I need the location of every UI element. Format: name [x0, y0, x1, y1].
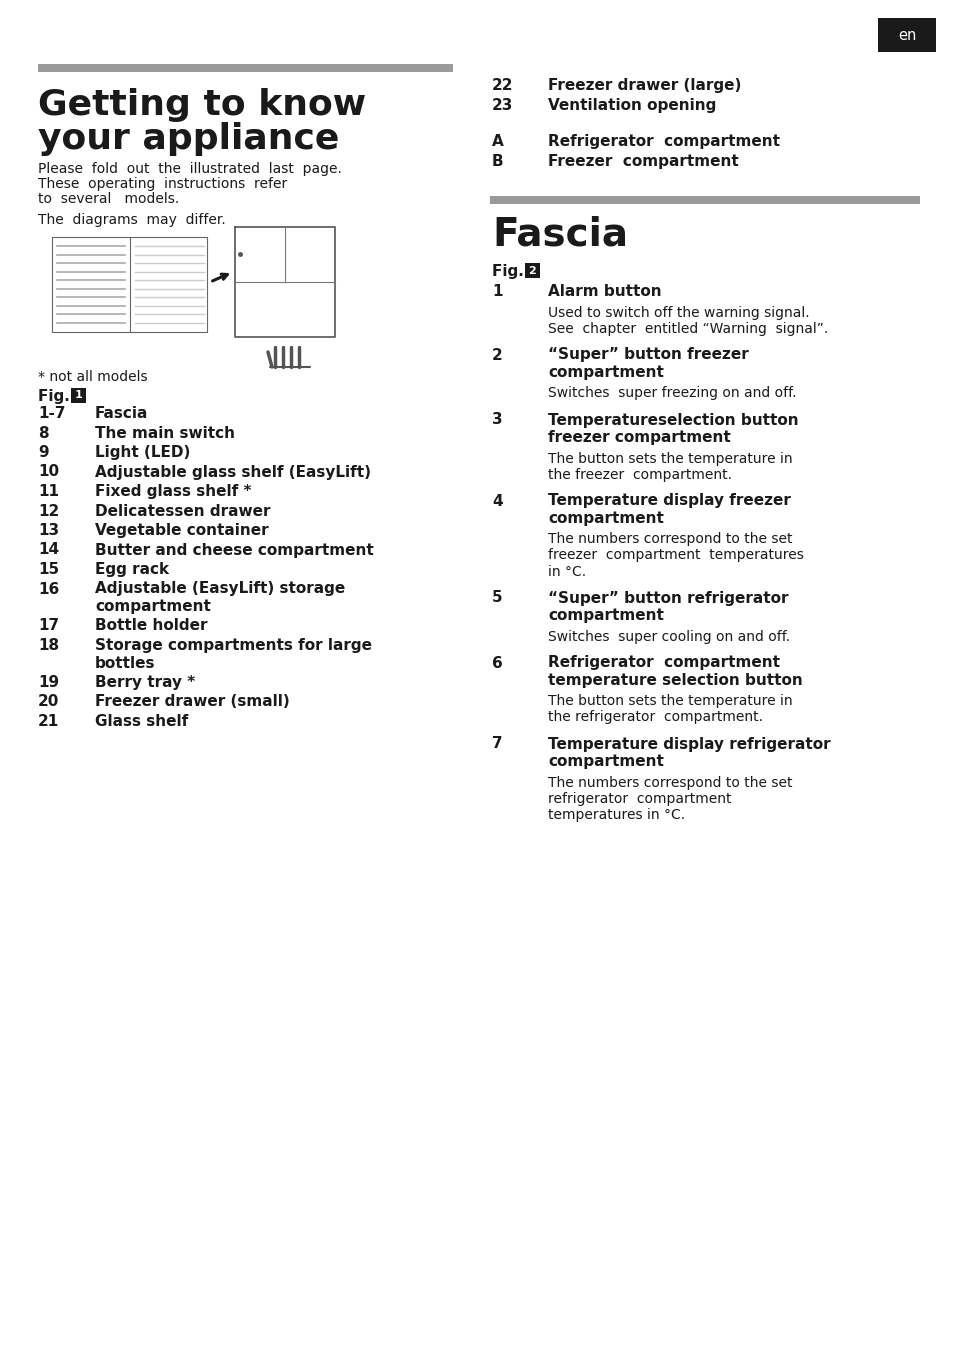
- Text: compartment: compartment: [547, 608, 663, 623]
- Bar: [490, 196, 919, 204]
- Text: Alarm button: Alarm button: [547, 284, 661, 299]
- Text: Refrigerator  compartment: Refrigerator compartment: [547, 656, 780, 671]
- Text: 13: 13: [38, 523, 59, 538]
- Text: 22: 22: [492, 78, 513, 93]
- Text: 3: 3: [492, 412, 502, 427]
- Text: Temperature display refrigerator: Temperature display refrigerator: [547, 737, 830, 752]
- Text: Temperatureselection button: Temperatureselection button: [547, 412, 798, 427]
- Text: 9: 9: [38, 445, 49, 460]
- Text: Light (LED): Light (LED): [95, 445, 191, 460]
- Text: freezer compartment: freezer compartment: [547, 430, 730, 445]
- Text: Glass shelf: Glass shelf: [95, 714, 188, 729]
- Text: compartment: compartment: [547, 754, 663, 769]
- Text: These  operating  instructions  refer: These operating instructions refer: [38, 177, 287, 191]
- Text: compartment: compartment: [95, 599, 211, 615]
- Text: 5: 5: [492, 591, 502, 606]
- Text: Used to switch off the warning signal.: Used to switch off the warning signal.: [547, 306, 809, 319]
- Text: Storage compartments for large: Storage compartments for large: [95, 638, 372, 653]
- Text: 14: 14: [38, 542, 59, 557]
- Text: “Super” button freezer: “Super” button freezer: [547, 347, 748, 362]
- Text: The button sets the temperature in: The button sets the temperature in: [547, 452, 792, 465]
- Text: Ventilation opening: Ventilation opening: [547, 97, 716, 114]
- Text: 7: 7: [492, 737, 502, 752]
- Bar: [71, 388, 86, 403]
- Text: in °C.: in °C.: [547, 565, 585, 579]
- Text: 15: 15: [38, 562, 59, 577]
- Text: Butter and cheese compartment: Butter and cheese compartment: [95, 542, 374, 557]
- Text: Vegetable container: Vegetable container: [95, 523, 269, 538]
- Text: “Super” button refrigerator: “Super” button refrigerator: [547, 591, 788, 606]
- Text: Fig.: Fig.: [492, 264, 529, 279]
- Text: refrigerator  compartment: refrigerator compartment: [547, 791, 731, 806]
- Text: The main switch: The main switch: [95, 426, 234, 441]
- Text: 6: 6: [492, 656, 502, 671]
- Text: 1-7: 1-7: [38, 406, 66, 420]
- Text: 2: 2: [492, 347, 502, 362]
- Text: the freezer  compartment.: the freezer compartment.: [547, 468, 731, 481]
- Text: Freezer  compartment: Freezer compartment: [547, 154, 738, 169]
- Text: Fig.: Fig.: [38, 389, 75, 404]
- Text: freezer  compartment  temperatures: freezer compartment temperatures: [547, 549, 803, 562]
- Text: to  several   models.: to several models.: [38, 192, 179, 206]
- Bar: [524, 264, 539, 279]
- Text: 11: 11: [38, 484, 59, 499]
- Text: 1: 1: [492, 284, 502, 299]
- Text: Refrigerator  compartment: Refrigerator compartment: [547, 134, 780, 149]
- Bar: [38, 64, 453, 72]
- Text: 2: 2: [528, 265, 536, 276]
- Text: Switches  super cooling on and off.: Switches super cooling on and off.: [547, 630, 789, 644]
- Text: Fascia: Fascia: [95, 406, 149, 420]
- Text: The numbers correspond to the set: The numbers correspond to the set: [547, 533, 792, 546]
- Text: The numbers correspond to the set: The numbers correspond to the set: [547, 776, 792, 790]
- Text: Berry tray *: Berry tray *: [95, 675, 195, 690]
- Text: compartment: compartment: [547, 365, 663, 380]
- Text: 8: 8: [38, 426, 49, 441]
- Bar: [877, 18, 935, 51]
- Text: Getting to know: Getting to know: [38, 88, 366, 122]
- Text: Egg rack: Egg rack: [95, 562, 169, 577]
- Text: 10: 10: [38, 465, 59, 480]
- Text: temperatures in °C.: temperatures in °C.: [547, 807, 684, 822]
- Text: Bottle holder: Bottle holder: [95, 618, 208, 634]
- Text: Adjustable (EasyLift) storage: Adjustable (EasyLift) storage: [95, 581, 345, 596]
- Text: 21: 21: [38, 714, 59, 729]
- Text: the refrigerator  compartment.: the refrigerator compartment.: [547, 711, 762, 725]
- Text: 23: 23: [492, 97, 513, 114]
- Text: compartment: compartment: [547, 511, 663, 526]
- Text: 1: 1: [74, 391, 82, 400]
- Text: 17: 17: [38, 618, 59, 634]
- Text: en: en: [897, 27, 915, 42]
- Text: 19: 19: [38, 675, 59, 690]
- Text: temperature selection button: temperature selection button: [547, 673, 801, 688]
- Text: See  chapter  entitled “Warning  signal”.: See chapter entitled “Warning signal”.: [547, 322, 827, 335]
- Text: 18: 18: [38, 638, 59, 653]
- Text: B: B: [492, 154, 503, 169]
- Text: A: A: [492, 134, 503, 149]
- Text: The  diagrams  may  differ.: The diagrams may differ.: [38, 214, 226, 227]
- Text: 16: 16: [38, 581, 59, 596]
- Text: your appliance: your appliance: [38, 122, 339, 155]
- Text: Switches  super freezing on and off.: Switches super freezing on and off.: [547, 387, 796, 400]
- Text: Temperature display freezer: Temperature display freezer: [547, 493, 790, 508]
- Text: 20: 20: [38, 695, 59, 710]
- Text: 4: 4: [492, 493, 502, 508]
- Text: Freezer drawer (small): Freezer drawer (small): [95, 695, 290, 710]
- Text: * not all models: * not all models: [38, 370, 148, 384]
- Text: Freezer drawer (large): Freezer drawer (large): [547, 78, 740, 93]
- Text: Fascia: Fascia: [492, 216, 627, 254]
- Text: The button sets the temperature in: The button sets the temperature in: [547, 695, 792, 708]
- Text: Fixed glass shelf *: Fixed glass shelf *: [95, 484, 252, 499]
- Text: Adjustable glass shelf (EasyLift): Adjustable glass shelf (EasyLift): [95, 465, 371, 480]
- Text: Delicatessen drawer: Delicatessen drawer: [95, 503, 271, 519]
- Text: Please  fold  out  the  illustrated  last  page.: Please fold out the illustrated last pag…: [38, 162, 341, 176]
- Text: bottles: bottles: [95, 656, 155, 671]
- Text: 12: 12: [38, 503, 59, 519]
